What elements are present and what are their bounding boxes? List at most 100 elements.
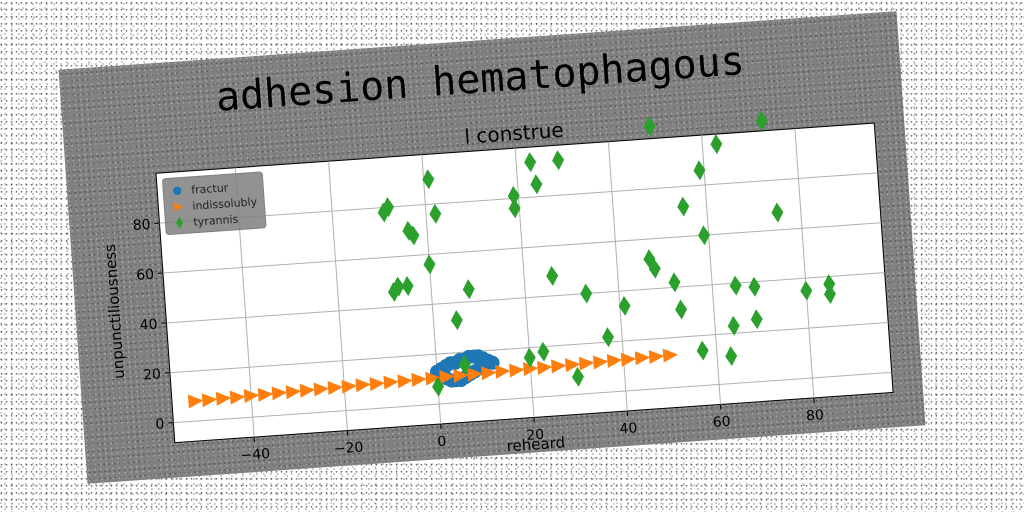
- data-point: [187, 394, 204, 409]
- y-gridline: [166, 272, 885, 324]
- data-point: [755, 110, 768, 131]
- data-point: [201, 393, 218, 408]
- data-point: [620, 352, 637, 367]
- data-point: [748, 276, 761, 297]
- data-point: [698, 225, 710, 246]
- y-gridline: [173, 371, 892, 424]
- x-tick-label: −40: [240, 446, 271, 464]
- y-gridline: [159, 172, 878, 224]
- legend-label: indissolubly: [192, 195, 258, 213]
- x-tick-label: 80: [806, 407, 825, 424]
- data-point: [696, 340, 709, 361]
- data-point: [495, 364, 511, 379]
- data-point: [648, 258, 661, 279]
- data-point: [771, 202, 784, 223]
- chart-subtitle: l construe: [464, 118, 565, 149]
- data-point: [407, 225, 420, 246]
- data-point: [481, 366, 497, 381]
- data-point: [668, 272, 681, 293]
- legend-marker: [175, 216, 184, 229]
- data-point: [523, 347, 536, 368]
- y-axis-label: unpunctiliousness: [101, 243, 128, 379]
- data-point: [729, 275, 742, 296]
- data-point: [299, 383, 316, 398]
- data-point: [355, 378, 371, 393]
- data-point: [383, 375, 399, 390]
- grid: [159, 128, 892, 438]
- data-point: [648, 350, 665, 365]
- x-tick-label: −20: [333, 439, 364, 457]
- data-point: [675, 299, 688, 320]
- x-gridline: [514, 148, 535, 418]
- data-point: [425, 371, 441, 386]
- data-point: [382, 197, 395, 218]
- x-gridline: [701, 135, 722, 405]
- data-point: [411, 372, 427, 387]
- data-point: [422, 169, 435, 190]
- data-point: [432, 376, 445, 397]
- data-point: [551, 359, 567, 374]
- data-point: [592, 355, 609, 370]
- data-point: [537, 341, 550, 362]
- data-point: [662, 348, 679, 363]
- data-point: [602, 327, 615, 348]
- data-point: [401, 276, 414, 296]
- x-tick-label: 20: [526, 427, 545, 444]
- data-point: [257, 387, 274, 402]
- data-point: [823, 284, 836, 305]
- x-gridline: [794, 128, 815, 398]
- y-gridline: [162, 222, 882, 274]
- y-tick-label: 60: [136, 267, 155, 284]
- series-tyrannis: [377, 110, 836, 397]
- data-point: [537, 360, 553, 375]
- data-point: [377, 202, 390, 223]
- data-point: [508, 198, 521, 219]
- data-point: [229, 390, 246, 405]
- x-tick-label: 40: [619, 420, 638, 437]
- legend-marker: [173, 202, 184, 212]
- legend-marker: [173, 186, 182, 196]
- data-point: [509, 363, 525, 378]
- legend-label: tyrannis: [193, 213, 239, 229]
- data-point: [618, 295, 631, 316]
- data-point: [458, 354, 471, 375]
- data-point: [215, 391, 232, 406]
- y-tick-label: 40: [139, 317, 158, 334]
- series-indissolubly: [187, 348, 679, 409]
- data-point: [530, 174, 543, 195]
- scatter-plot: l construe −40 −20 0 20 40 60 80 0 20 40 60 80 rehe…: [101, 110, 894, 464]
- legend-box: [162, 171, 267, 235]
- y-tick-label: 20: [143, 366, 162, 383]
- x-tick-label: 0: [437, 434, 447, 451]
- data-point: [571, 366, 584, 387]
- data-point: [507, 185, 520, 206]
- x-tick-label: 60: [712, 414, 731, 431]
- data-point: [580, 283, 593, 304]
- data-point: [643, 116, 656, 137]
- data-point: [552, 150, 565, 171]
- data-point: [677, 196, 690, 217]
- data-point: [727, 315, 740, 336]
- data-point: [450, 310, 463, 331]
- data-point: [725, 346, 738, 367]
- data-point: [524, 152, 537, 173]
- data-point: [578, 356, 595, 371]
- data-point: [453, 368, 469, 383]
- x-gridline: [607, 141, 628, 411]
- data-point: [271, 386, 288, 401]
- data-point: [313, 382, 330, 397]
- data-point: [429, 203, 442, 224]
- data-point: [439, 370, 455, 385]
- x-axis-label: reheard: [506, 433, 566, 455]
- data-point: [392, 276, 405, 297]
- data-point: [341, 379, 357, 394]
- data-point: [606, 353, 623, 368]
- data-point: [523, 362, 539, 377]
- data-point: [693, 160, 706, 181]
- data-point: [327, 381, 344, 396]
- data-point: [369, 377, 385, 392]
- data-point: [750, 309, 763, 330]
- data-point: [800, 280, 813, 301]
- data-point: [546, 265, 559, 286]
